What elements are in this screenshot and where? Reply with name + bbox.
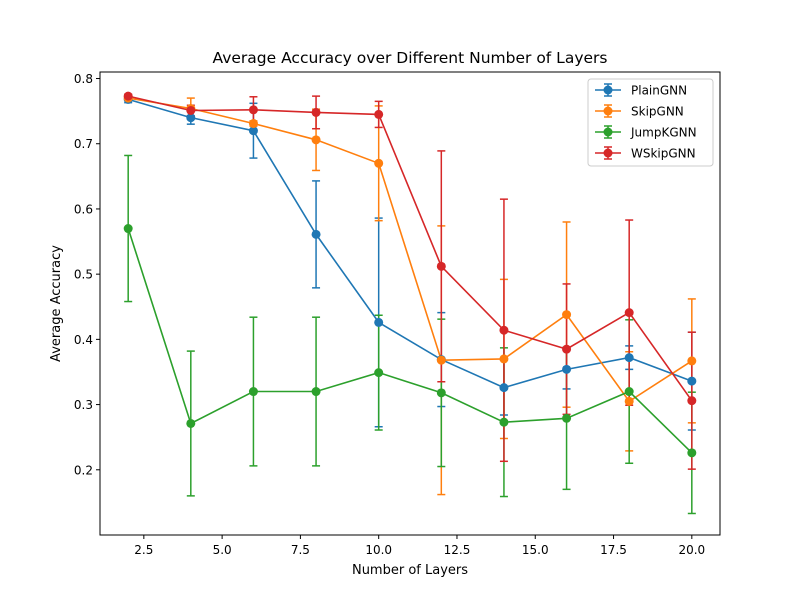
plaingnn-point: [499, 383, 509, 393]
skipgnn-point: [311, 135, 321, 145]
plot-frame: [99, 71, 721, 536]
x-tick-label: 20.0: [678, 543, 705, 557]
skipgnn-point: [687, 356, 697, 366]
jumpkgnn-point: [311, 387, 321, 397]
x-tick-label: 7.5: [291, 543, 310, 557]
legend-box: [587, 78, 714, 167]
skipgnn-point: [436, 355, 446, 365]
wskipgnn-point: [123, 91, 133, 101]
skipgnn-point: [499, 354, 509, 364]
legend-marker-wskipgnn: [603, 148, 613, 158]
x-tick-label: 12.5: [444, 543, 471, 557]
jumpkgnn-point: [436, 388, 446, 398]
plaingnn-point: [311, 229, 321, 239]
wskipgnn-line: [128, 95, 693, 402]
jumpkgnn-point: [687, 448, 697, 458]
chart-title: Average Accuracy over Different Number o…: [213, 49, 608, 67]
plaingnn-line: [127, 98, 693, 389]
wskipgnn-point: [624, 308, 634, 318]
plaingnn-point: [687, 376, 697, 386]
y-tick-label: 0.3: [74, 398, 93, 412]
legend-label-wskipgnn: WSkipGNN: [631, 147, 696, 161]
jumpkgnn-point: [123, 224, 133, 234]
y-tick-label: 0.7: [74, 137, 93, 151]
x-tick-label: 15.0: [522, 543, 549, 557]
plot-area: [99, 71, 721, 536]
legend-label-jumpkgnn: JumpKGNN: [630, 126, 697, 140]
series-markers: [123, 91, 697, 458]
y-tick-label: 0.6: [74, 202, 93, 216]
x-axis-label: Number of Layers: [352, 563, 468, 578]
x-tick-label: 17.5: [600, 543, 627, 557]
legend: PlainGNN SkipGNN JumpKGNN WSkipGNN: [587, 78, 714, 167]
skipgnn-point: [562, 310, 572, 320]
jumpkgnn-line: [127, 228, 693, 454]
wskipgnn-point: [248, 105, 258, 115]
y-tick-label: 0.4: [74, 333, 93, 347]
legend-label-skipgnn: SkipGNN: [631, 105, 684, 119]
wskipgnn-point: [311, 107, 321, 117]
x-tick-label: 5.0: [213, 543, 232, 557]
series-lines: [127, 95, 693, 454]
wskipgnn-point: [374, 109, 384, 119]
plaingnn-point: [248, 126, 258, 136]
skipgnn-point: [374, 158, 384, 168]
skipgnn-point: [624, 396, 634, 406]
jumpkgnn-point: [624, 387, 634, 397]
plaingnn-point: [374, 317, 384, 327]
wskipgnn-point: [687, 396, 697, 406]
legend-label-plaingnn: PlainGNN: [631, 84, 687, 98]
y-tick-label: 0.2: [74, 463, 93, 477]
y-axis: 0.2 0.3 0.4 0.5 0.6 0.7 0.8: [74, 72, 100, 477]
jumpkgnn-point: [374, 368, 384, 378]
plaingnn-point: [562, 364, 572, 374]
wskipgnn-point: [499, 325, 509, 335]
x-tick-label: 10.0: [365, 543, 392, 557]
x-axis: 2.5 5.0 7.5 10.0 12.5 15.0 17.5 20.0: [134, 535, 705, 557]
legend-marker-skipgnn: [603, 106, 613, 116]
y-tick-label: 0.5: [74, 268, 93, 282]
jumpkgnn-point: [248, 387, 258, 397]
legend-marker-jumpkgnn: [603, 127, 613, 137]
jumpkgnn-point: [499, 417, 509, 427]
y-axis-label: Average Accuracy: [49, 245, 64, 362]
skipgnn-line: [128, 97, 693, 403]
plaingnn-point: [186, 113, 196, 123]
jumpkgnn-point: [562, 413, 572, 423]
x-tick-label: 2.5: [134, 543, 153, 557]
wskipgnn-point: [562, 344, 572, 354]
wskipgnn-point: [186, 105, 196, 115]
wskipgnn-point: [436, 261, 446, 271]
y-tick-label: 0.8: [74, 72, 93, 86]
legend-marker-plaingnn: [603, 85, 613, 95]
skipgnn-point: [248, 119, 258, 129]
jumpkgnn-point: [186, 418, 196, 428]
plaingnn-point: [624, 353, 634, 363]
